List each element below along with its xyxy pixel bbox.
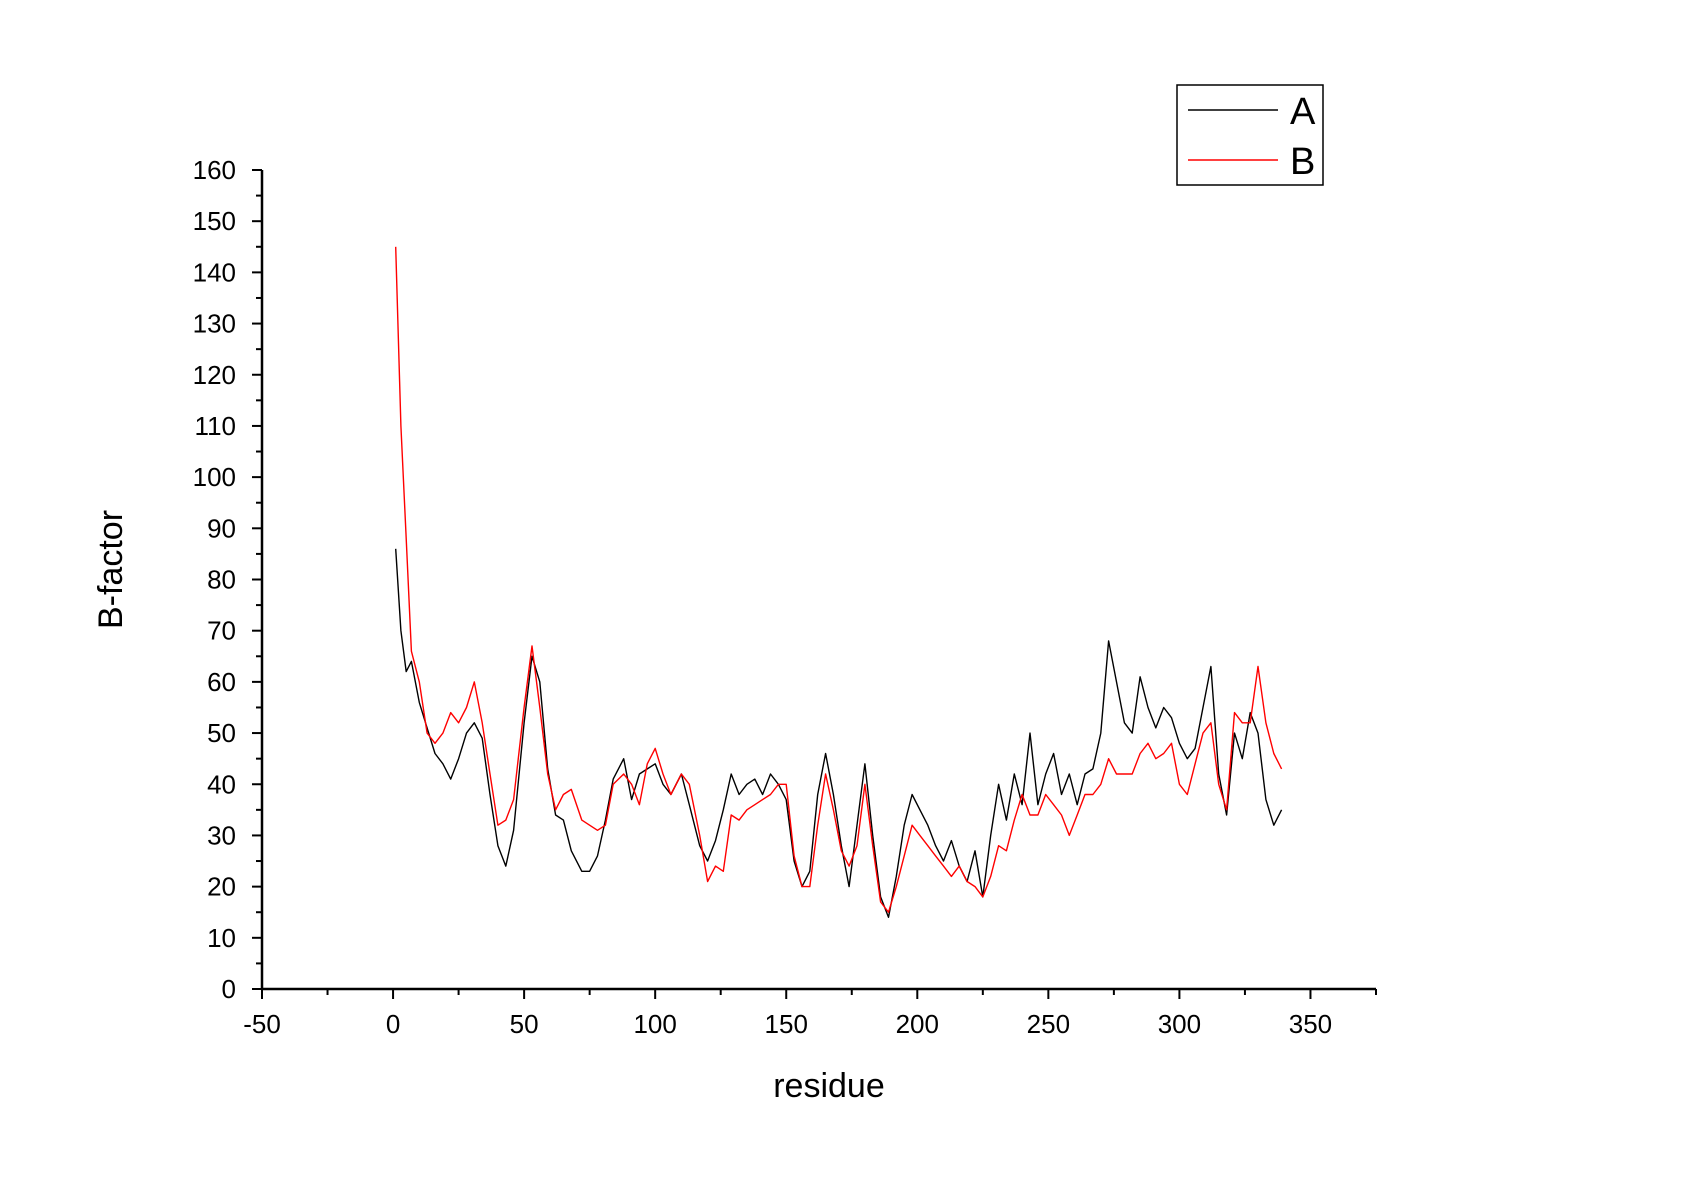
y-tick-label: 10 xyxy=(207,923,236,953)
x-tick-label: 100 xyxy=(633,1009,676,1039)
series-line-b xyxy=(395,246,1283,913)
x-tick-label: -50 xyxy=(243,1009,281,1039)
y-tick-label: 20 xyxy=(207,872,236,902)
y-tick-label: 0 xyxy=(222,974,236,1004)
x-tick-label: 350 xyxy=(1289,1009,1332,1039)
y-tick-label: 130 xyxy=(193,309,236,339)
y-tick-label: 160 xyxy=(193,155,236,185)
y-tick-label: 100 xyxy=(193,462,236,492)
y-tick-label: 30 xyxy=(207,820,236,850)
legend-box xyxy=(1176,84,1324,186)
x-tick-label: 150 xyxy=(765,1009,808,1039)
y-tick-label: 110 xyxy=(195,411,236,441)
y-tick-label: 60 xyxy=(207,667,236,697)
x-tick-label: 250 xyxy=(1027,1009,1070,1039)
y-ticks: 0 10 20 30 40 50 60 70 80 90 100 110 120 130 140 150 160 xyxy=(193,155,262,1004)
y-axis-title: B-factor xyxy=(92,510,130,629)
x-tick-label: 0 xyxy=(386,1009,400,1039)
y-tick-label: 40 xyxy=(207,769,236,799)
y-tick-label: 80 xyxy=(207,565,236,595)
x-tick-label: 200 xyxy=(896,1009,939,1039)
legend-label-b: B xyxy=(1290,141,1315,183)
legend: A B xyxy=(1176,84,1324,186)
y-tick-label: 70 xyxy=(207,616,236,646)
y-tick-label: 120 xyxy=(193,360,236,390)
x-tick-label: 300 xyxy=(1158,1009,1201,1039)
y-tick-label: 140 xyxy=(193,257,236,287)
y-tick-label: 90 xyxy=(207,513,236,543)
x-ticks: -50 0 50 100 150 200 250 300 350 xyxy=(243,989,1377,1039)
series-line-a xyxy=(395,548,1283,918)
legend-label-a: A xyxy=(1290,91,1316,133)
y-tick-label: 50 xyxy=(207,718,236,748)
y-tick-label: 150 xyxy=(193,206,236,236)
x-axis-title: residue xyxy=(773,1067,885,1105)
data-series xyxy=(395,246,1283,918)
x-tick-label: 50 xyxy=(510,1009,539,1039)
axes xyxy=(260,170,1376,991)
